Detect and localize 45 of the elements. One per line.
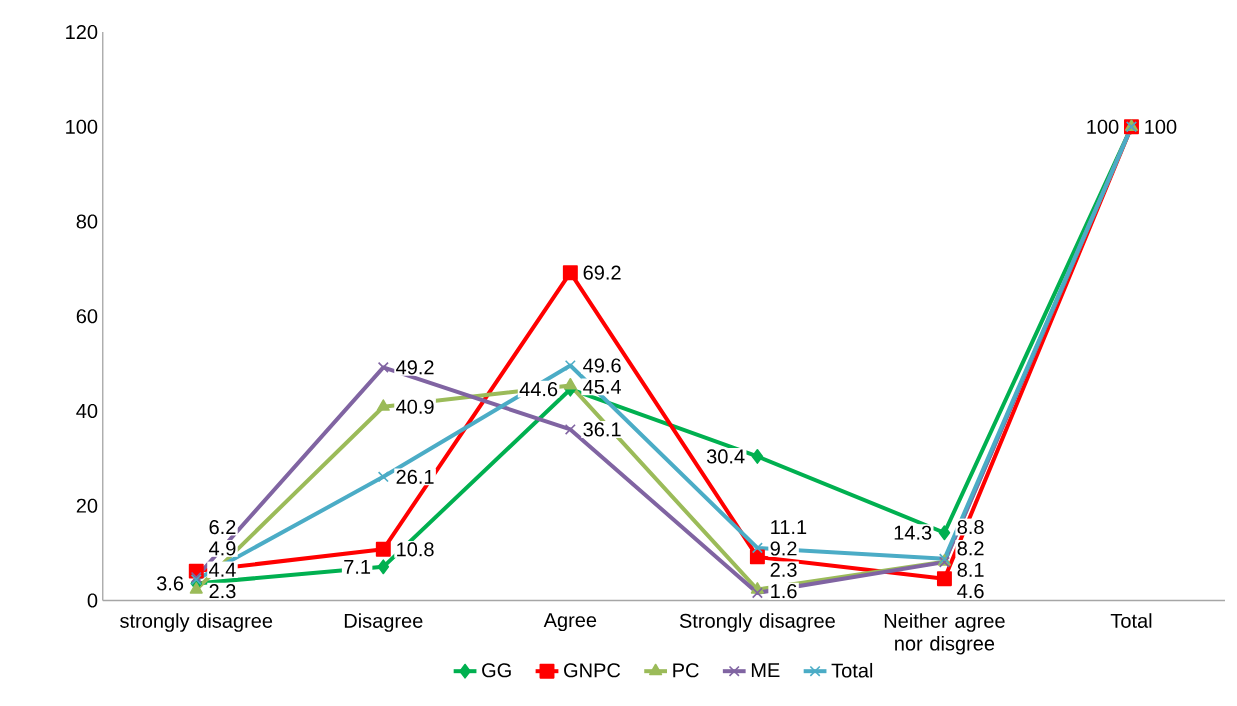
x-tick-label: Agree (543, 613, 597, 632)
y-tick-label: 20 (76, 498, 98, 513)
text: 49.2 (396, 360, 434, 375)
x-tick-label: Disagree (344, 613, 423, 632)
legend-label: PC (673, 663, 699, 678)
text: 26.1 (396, 469, 434, 484)
text: 6.2 (209, 520, 236, 535)
text: 2.3 (770, 562, 797, 577)
text: 45.4 (583, 379, 621, 394)
text: 36.1 (583, 422, 621, 437)
x-tick-label: Strongly disagree (679, 613, 835, 632)
text: 69.2 (583, 265, 621, 280)
y-tick-label: 100 (66, 119, 98, 134)
text: 4.4 (209, 562, 236, 577)
x-tick-label: strongly disagree (120, 613, 273, 632)
text: 10.8 (397, 542, 434, 557)
legend-label: GG (482, 663, 511, 678)
text: 3.6 (156, 576, 184, 591)
text: 100 (1087, 119, 1119, 134)
legend-label: ME (751, 663, 780, 678)
text: 30.4 (706, 449, 745, 464)
text: 7.1 (344, 560, 371, 574)
y-tick-label: 120 (66, 24, 98, 40)
text: 100 (1145, 119, 1177, 134)
y-tick-label: 40 (76, 403, 98, 419)
text: 14.3 (894, 525, 932, 540)
legend-label: GNPC (564, 663, 621, 678)
y-tick-label: 0 (87, 593, 98, 608)
text: 1.6 (771, 584, 797, 599)
text: 8.8 (957, 519, 984, 535)
y-tick-label: 60 (76, 309, 98, 324)
legend-label: Total (831, 662, 873, 678)
text: 8.2 (957, 541, 984, 556)
text: 40.9 (396, 399, 434, 414)
text: 49.6 (583, 358, 621, 373)
text: 4.9 (209, 541, 236, 556)
text: 4.6 (957, 584, 984, 599)
text: 2.3 (209, 584, 236, 599)
text: 9.2 (770, 541, 797, 556)
x-tick-label: Total (1110, 613, 1152, 628)
text: 44.6 (519, 382, 558, 397)
x-tick-label: Neither agree nor disgree (884, 613, 1005, 655)
text: 8.1 (957, 562, 984, 577)
text: 11.1 (771, 520, 807, 535)
y-tick-label: 80 (76, 214, 98, 229)
